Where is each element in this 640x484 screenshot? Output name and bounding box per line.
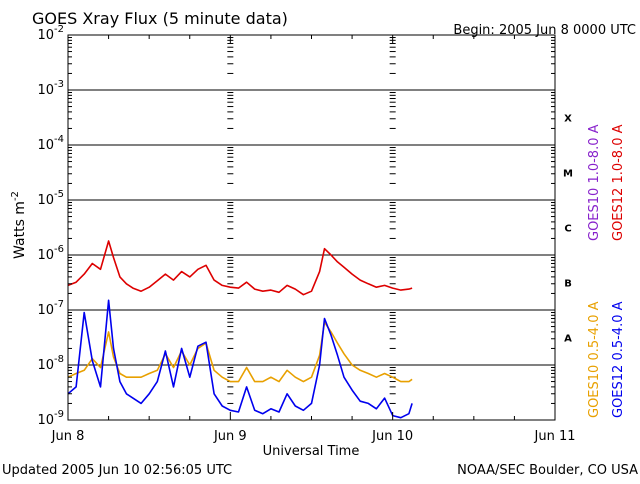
begin-label: Begin: 2005 Jun 8 0000 UTC — [453, 23, 636, 38]
flare-class-labels: X M C B A — [563, 114, 573, 345]
x-tick-labels: Jun 8 Jun 9 Jun 10 Jun 11 — [51, 429, 576, 444]
x-tick-label: Jun 9 — [213, 429, 247, 444]
credit-label: NOAA/SEC Boulder, CO USA — [457, 463, 638, 478]
y-tick-label-base: 10 — [37, 28, 54, 43]
grid-lines — [68, 37, 555, 404]
y-tick-label-exponent: -5 — [54, 189, 64, 200]
flare-class-label: C — [564, 224, 571, 235]
y-axis-label-exponent: -2 — [10, 191, 21, 201]
y-axis-label-base: Watts m — [12, 201, 28, 259]
legend-entry: GOES10 0.5-4.0 A — [587, 301, 602, 418]
legend-entry: GOES12 0.5-4.0 A — [611, 301, 626, 418]
x-tick-label: Jun 8 — [51, 429, 85, 444]
y-tick-labels: 10-210-310-410-510-610-710-810-9 — [37, 24, 64, 428]
x-tick-label: Jun 10 — [371, 429, 413, 444]
series-line — [67, 240, 413, 296]
legend-entry: GOES12 1.0-8.0 A — [611, 124, 626, 241]
flare-class-label: X — [564, 114, 572, 125]
y-tick-label-exponent: -2 — [54, 24, 64, 35]
y-tick-label-base: 10 — [37, 138, 54, 153]
x-tick-label: Jun 11 — [534, 429, 576, 444]
flare-class-label: M — [563, 169, 573, 180]
series-line — [67, 321, 413, 383]
chart-title: GOES Xray Flux (5 minute data) — [32, 9, 288, 28]
y-tick-label-base: 10 — [37, 193, 54, 208]
y-tick-label: 10-6 — [37, 244, 64, 263]
y-tick-label: 10-9 — [37, 409, 64, 428]
y-tick-label-exponent: -8 — [54, 354, 64, 365]
y-tick-label-exponent: -9 — [54, 409, 64, 420]
y-tick-label: 10-7 — [37, 299, 64, 318]
y-tick-label: 10-8 — [37, 354, 64, 373]
series-line — [67, 299, 413, 419]
y-tick-label-base: 10 — [37, 358, 54, 373]
x-axis-label: Universal Time — [263, 444, 360, 459]
y-tick-label-exponent: -3 — [54, 79, 64, 90]
y-axis-label: Watts m-2 — [10, 191, 28, 259]
y-tick-label-exponent: -6 — [54, 244, 64, 255]
flare-class-label: A — [564, 334, 572, 345]
y-tick-label: 10-4 — [37, 134, 64, 153]
y-tick-label: 10-3 — [37, 79, 64, 98]
flare-class-label: B — [564, 279, 572, 290]
y-tick-label-base: 10 — [37, 303, 54, 318]
legend-entry: GOES10 1.0-8.0 A — [587, 124, 602, 241]
y-tick-label: 10-2 — [37, 24, 64, 43]
legend-long-channel: GOES10 1.0-8.0 A GOES12 1.0-8.0 A — [587, 124, 626, 241]
y-tick-label-base: 10 — [37, 83, 54, 98]
y-tick-label: 10-5 — [37, 189, 64, 208]
data-series — [67, 240, 413, 419]
y-tick-label-exponent: -4 — [54, 134, 64, 145]
y-tick-label-base: 10 — [37, 248, 54, 263]
axis-ticks — [67, 34, 556, 421]
y-tick-label-exponent: -7 — [54, 299, 64, 310]
updated-timestamp: Updated 2005 Jun 10 02:56:05 UTC — [2, 463, 232, 478]
legend-short-channel: GOES10 0.5-4.0 A GOES12 0.5-4.0 A — [587, 301, 626, 418]
y-tick-label-base: 10 — [37, 413, 54, 428]
